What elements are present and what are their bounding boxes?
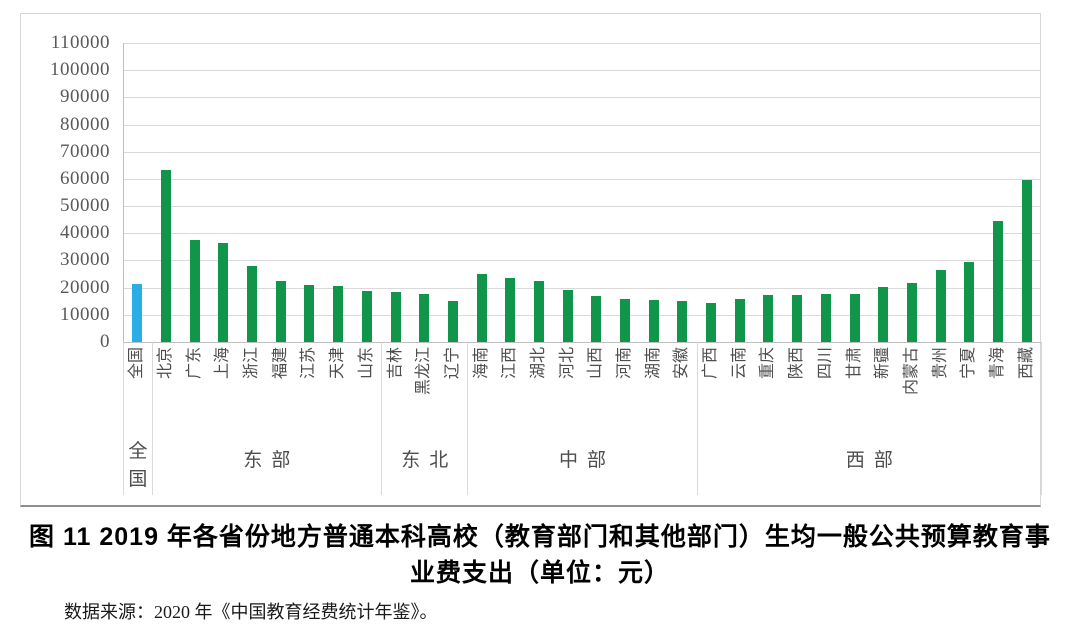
bar-内蒙古	[907, 283, 917, 342]
bar-山东	[362, 291, 372, 342]
y-axis-tick-label: 40000	[60, 222, 110, 244]
y-axis-tick-label: 60000	[60, 167, 110, 189]
x-axis-line	[123, 342, 1041, 343]
gridline	[123, 233, 1041, 235]
gridline	[123, 97, 1041, 99]
bar-全国	[132, 284, 142, 342]
bar-河南	[620, 299, 630, 342]
group-cell-东北: 东北	[381, 342, 467, 495]
bar-云南	[735, 299, 745, 342]
bar-海南	[477, 274, 487, 342]
group-cell-中部: 中部	[467, 342, 697, 495]
bar-贵州	[936, 270, 946, 342]
y-axis-tick-label: 100000	[50, 59, 110, 81]
bar-河北	[563, 290, 573, 342]
group-cell-东部: 东部	[151, 342, 382, 495]
bar-广东	[190, 240, 200, 342]
bar-北京	[161, 170, 171, 342]
group-label-全国: 全国	[128, 441, 148, 490]
bar-江苏	[304, 285, 314, 342]
figure-title-line1: 图 11 2019 年各省份地方普通本科高校（教育部门和其他部门）生均一般公共预…	[29, 523, 1051, 551]
bar-安徽	[677, 301, 687, 342]
gridline	[123, 287, 1041, 289]
gridline	[123, 151, 1041, 153]
bar-吉林	[391, 292, 401, 342]
y-axis-tick-label: 70000	[60, 140, 110, 162]
gridline	[123, 178, 1041, 180]
y-axis-tick-label: 0	[100, 331, 110, 352]
bar-黑龙江	[419, 294, 429, 342]
bar-天津	[333, 286, 343, 342]
y-axis-line	[123, 43, 124, 342]
gridline	[123, 124, 1041, 126]
bar-重庆	[763, 295, 773, 342]
bar-福建	[276, 281, 286, 342]
chart-area: 0 10000 20000 30000 40000 50000 60000 70000 8000…	[20, 13, 1042, 507]
bar-江西	[505, 278, 515, 342]
y-axis-tick-label: 80000	[60, 113, 110, 135]
gridline	[123, 43, 1041, 44]
group-label-中部: 中部	[558, 450, 615, 471]
bar-湖南	[649, 300, 659, 342]
group-cell-西部: 西部	[696, 342, 1042, 495]
figure-title: 图 11 2019 年各省份地方普通本科高校（教育部门和其他部门）生均一般公共预…	[0, 519, 1080, 591]
y-axis-tick-label: 20000	[60, 276, 110, 298]
bar-陕西	[792, 295, 802, 342]
bar-四川	[821, 294, 831, 342]
bar-湖北	[534, 281, 544, 342]
y-axis-tick-label: 110000	[50, 32, 110, 53]
gridline	[123, 314, 1041, 316]
group-label-东北: 东北	[401, 450, 458, 471]
figure-title-line2: 业费支出（单位：元）	[409, 559, 670, 587]
gridline	[123, 70, 1041, 72]
bar-甘肃	[850, 294, 860, 342]
bar-辽宁	[448, 301, 458, 342]
bar-新疆	[878, 287, 888, 342]
bar-西藏	[1022, 180, 1032, 342]
group-label-东部: 东部	[243, 450, 300, 471]
bar-上海	[218, 243, 228, 342]
group-cell-全国: 全国	[123, 342, 152, 495]
y-axis-tick-label: 30000	[60, 249, 110, 271]
gridline	[123, 206, 1041, 208]
bar-浙江	[247, 266, 257, 342]
bar-广西	[706, 303, 716, 342]
data-source-note: 数据来源：2020 年《中国教育经费统计年鉴》。	[64, 602, 438, 622]
y-axis-tick-label: 10000	[60, 303, 110, 325]
bar-山西	[591, 296, 601, 342]
y-axis-tick-label: 50000	[60, 195, 110, 217]
bar-青海	[993, 221, 1003, 342]
bar-宁夏	[964, 262, 974, 342]
gridline	[123, 260, 1041, 262]
group-label-西部: 西部	[845, 450, 902, 471]
y-axis-tick-label: 90000	[60, 86, 110, 108]
